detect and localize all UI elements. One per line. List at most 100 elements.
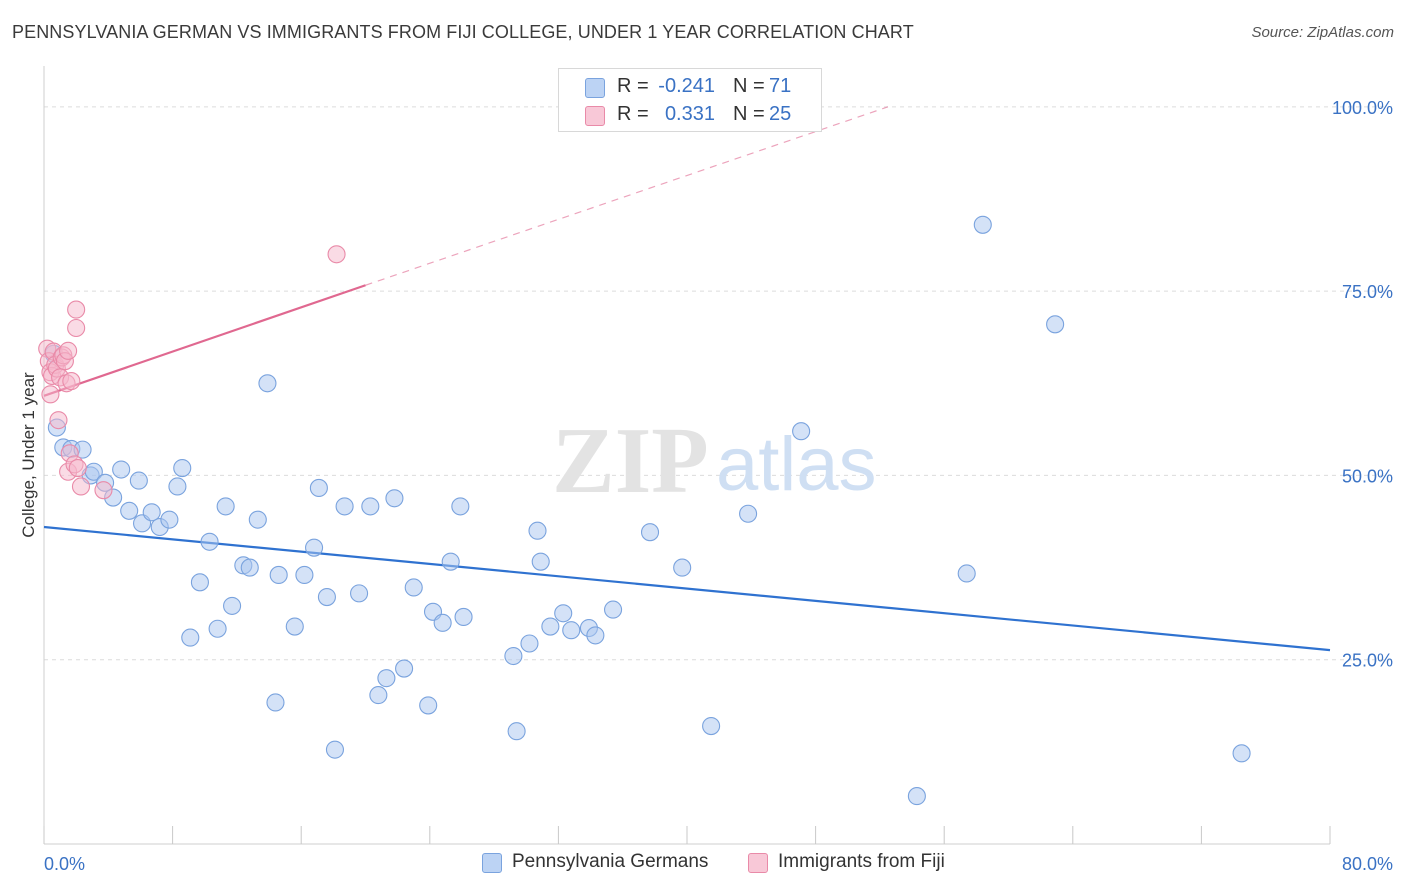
data-point-pennsylvania-germans [739,504,758,523]
data-point-pennsylvania-germans [190,573,209,592]
data-point-pennsylvania-germans [269,565,288,584]
data-point-pennsylvania-germans [369,686,388,705]
points-layer [38,215,1251,806]
data-point-pennsylvania-germans [702,717,721,736]
axes-layer [43,66,1331,845]
data-point-pennsylvania-germans [451,497,470,516]
data-point-pennsylvania-germans [554,604,573,623]
data-point-immigrants-from-fiji [94,481,113,500]
data-point-pennsylvania-germans [223,596,242,615]
data-point-pennsylvania-germans [160,510,179,529]
bottom-legend-label: Pennsylvania Germans [512,851,709,872]
legend-r-value: 0.331 [664,103,715,125]
data-point-pennsylvania-germans [208,619,227,638]
data-point-immigrants-from-fiji [71,477,91,496]
data-point-pennsylvania-germans [541,617,560,636]
data-point-pennsylvania-germans [258,374,277,393]
x-tick-label: 0.0% [44,854,85,874]
trend-line-pennsylvania-germans [43,525,1331,652]
y-tick-label: 75.0% [1342,282,1393,302]
legend-swatch-blue [585,78,605,98]
data-point-pennsylvania-germans [350,584,369,603]
data-point-pennsylvania-germans [531,552,550,571]
data-point-pennsylvania-germans [673,558,692,577]
data-point-pennsylvania-germans [377,669,396,688]
data-point-pennsylvania-germans [419,696,438,715]
data-point-pennsylvania-germans [325,740,345,759]
data-point-pennsylvania-germans [309,478,328,498]
trend-line-fiji-extension [365,106,889,286]
data-point-pennsylvania-germans [295,565,314,584]
data-point-pennsylvania-germans [640,523,660,542]
y-axis-label: College, Under 1 year [19,372,38,538]
data-point-pennsylvania-germans [168,477,187,496]
trend-line-immigrants-from-fiji [43,284,366,397]
data-point-pennsylvania-germans [181,628,200,647]
data-point-pennsylvania-germans [562,621,581,640]
labels-layer: 25.0% 50.0% 75.0% 100.0% 0.0% 80.0% [44,98,1393,874]
data-point-immigrants-from-fiji [67,318,86,338]
y-tick-label: 100.0% [1332,98,1393,118]
data-point-pennsylvania-germans [112,460,131,479]
legend-swatch-pink [585,106,605,126]
legend-row-pennsylvania-germans: R = -0.241 N = 71 [559,73,821,101]
legend-r-label: R = [617,103,649,125]
data-point-pennsylvania-germans [335,497,354,516]
data-point-pennsylvania-germans [433,613,452,632]
data-point-pennsylvania-germans [504,646,523,666]
watermark: ZIP atlas [552,409,877,513]
legend-r-value: -0.241 [658,75,715,97]
x-tick-label: 80.0% [1342,854,1393,874]
data-point-immigrants-from-fiji [49,411,68,430]
data-point-immigrants-from-fiji [68,459,87,478]
data-point-immigrants-from-fiji [62,372,81,391]
data-point-pennsylvania-germans [907,787,926,806]
data-point-pennsylvania-germans [385,489,404,508]
data-point-pennsylvania-germans [285,617,304,636]
data-point-pennsylvania-germans [361,497,380,516]
legend-n-value: 71 [769,75,792,97]
data-point-pennsylvania-germans [173,459,192,478]
bottom-legend-label: Immigrants from Fiji [778,851,945,872]
chart-source: Source: ZipAtlas.com [1251,24,1394,41]
data-point-pennsylvania-germans [200,532,219,551]
data-point-pennsylvania-germans [142,503,161,522]
data-point-pennsylvania-germans [441,552,460,571]
data-point-immigrants-from-fiji [67,300,86,319]
data-point-pennsylvania-germans [120,501,139,520]
data-point-pennsylvania-germans [317,588,336,607]
grid-layer [44,106,1394,661]
data-point-pennsylvania-germans [129,471,148,490]
data-point-pennsylvania-germans [1046,315,1065,334]
y-tick-label: 50.0% [1342,466,1393,486]
data-point-pennsylvania-germans [216,497,235,516]
data-point-pennsylvania-germans [604,600,623,619]
data-point-pennsylvania-germans [240,558,259,577]
stats-legend: R = -0.241 N = 71 R = 0.331 N = 25 [558,68,822,132]
legend-row-immigrants-from-fiji: R = 0.331 N = 25 [559,101,821,129]
data-point-pennsylvania-germans [528,521,547,540]
data-point-immigrants-from-fiji [59,341,78,360]
legend-r-label: R = [617,75,649,97]
data-point-immigrants-from-fiji [41,385,60,404]
data-point-pennsylvania-germans [973,215,992,234]
data-point-pennsylvania-germans [395,659,414,678]
data-point-pennsylvania-germans [792,422,811,441]
data-point-pennsylvania-germans [266,693,285,712]
trend-layer [43,106,1331,652]
data-point-pennsylvania-germans [957,564,976,583]
watermark-zip: ZIP [552,409,709,513]
data-point-pennsylvania-germans [404,578,423,597]
data-point-pennsylvania-germans [248,510,267,529]
data-point-immigrants-from-fiji [327,245,346,264]
chart-title: PENNSYLVANIA GERMAN VS IMMIGRANTS FROM F… [12,22,914,42]
bottom-legend-swatch-pink [748,853,768,873]
data-point-pennsylvania-germans [1232,744,1251,763]
legend-n-label: N = [733,75,765,97]
data-point-pennsylvania-germans [520,634,539,653]
data-point-pennsylvania-germans [507,722,526,741]
y-tick-label: 25.0% [1342,651,1393,671]
bottom-legend-swatch-blue [482,853,502,873]
data-point-pennsylvania-germans [586,626,605,645]
